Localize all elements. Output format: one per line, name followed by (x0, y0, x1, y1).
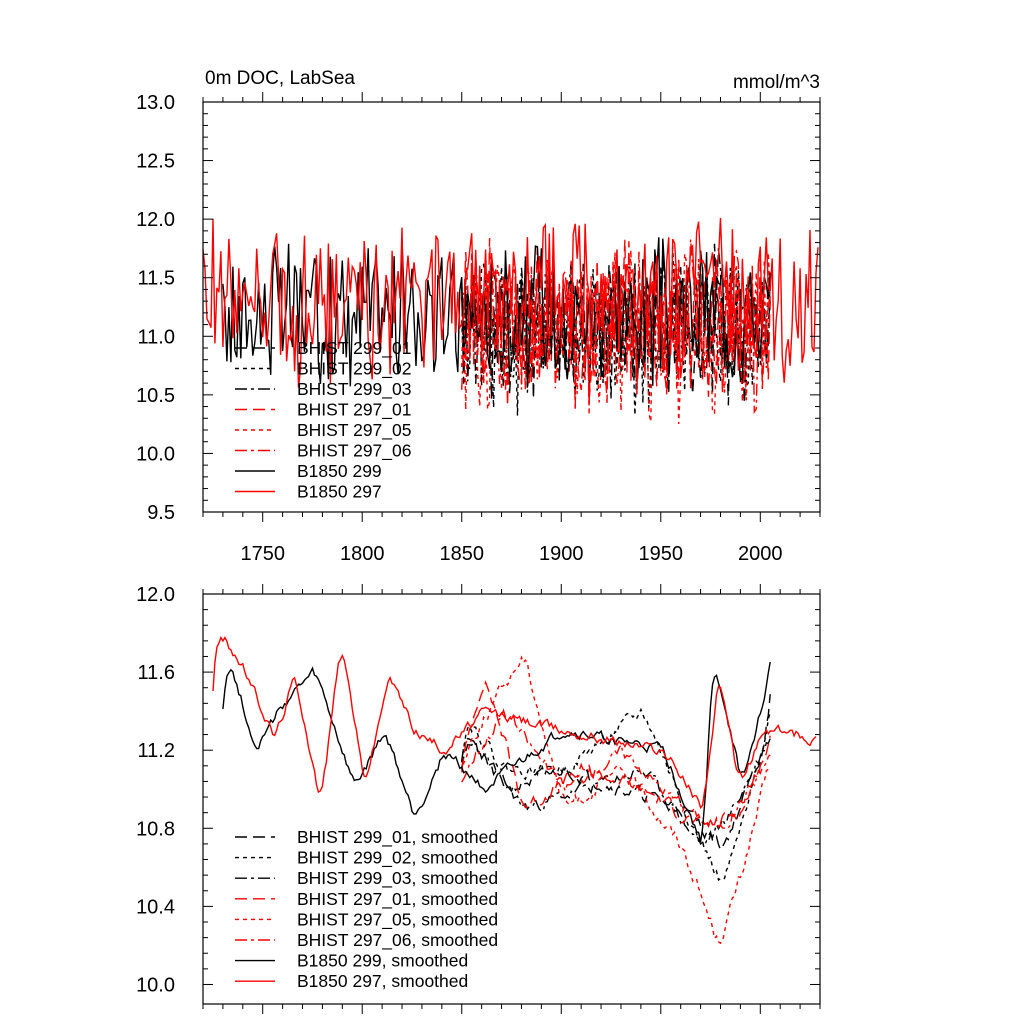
y-tick-label: 10.4 (136, 896, 175, 918)
y-tick-label: 12.0 (136, 584, 175, 606)
top-panel: 0m DOC, LabSea mmol/m^3 9.5 10.0 10.5 11.0 1… (136, 68, 821, 565)
x-tick-label: 1900 (539, 543, 584, 565)
series-line-b1850-299-smoothed (222, 661, 771, 843)
y-tick-label: 11.6 (138, 662, 175, 684)
legend-label: BHIST 297_01, smoothed (297, 889, 498, 910)
legend-label: BHIST 299_01 (297, 338, 411, 359)
top-axes-frame (202, 101, 821, 513)
legend-label: BHIST 297_06 (297, 441, 411, 462)
series-line-bhist-299-02-smoothed (461, 707, 771, 882)
y-tick-label: 12.0 (136, 209, 175, 231)
legend-label: BHIST 297_05, smoothed (297, 909, 498, 930)
y-tick-label: 10.0 (136, 974, 175, 996)
y-tick-label: 10.0 (136, 443, 175, 465)
x-tick-label: 1750 (240, 543, 285, 565)
x-tick-label: 2000 (738, 543, 783, 565)
y-tick-label: 10.8 (136, 818, 175, 840)
legend-label: BHIST 299_02, smoothed (297, 848, 498, 869)
series-line-bhist-299-01-smoothed (461, 694, 771, 852)
series-line-bhist-297-06 (461, 239, 771, 415)
x-tick-label: 1800 (340, 543, 385, 565)
legend-label: B1850 297, smoothed (297, 971, 468, 991)
series-line-b1850-297 (203, 217, 819, 388)
x-tick-label: 1950 (639, 543, 684, 565)
series-line-bhist-297-05-smoothed (461, 655, 771, 945)
series-line-bhist-299-02 (461, 243, 771, 416)
legend-label: BHIST 297_05 (297, 420, 411, 441)
series-line-b1850-297-smoothed (212, 635, 817, 810)
legend-label: BHIST 297_01 (297, 400, 411, 421)
legend-label: BHIST 299_03 (297, 379, 411, 400)
bottom-ticks-group: 10.0 10.4 10.8 11.2 11.6 12.0 (136, 584, 821, 1014)
legend-label: BHIST 297_06, smoothed (297, 930, 498, 951)
y-tick-label: 11.0 (138, 326, 175, 348)
bottom-panel: 10.0 10.4 10.8 11.2 11.6 12.0 BHIST 299_01, s… (136, 584, 821, 1014)
y-tick-label: 11.2 (138, 740, 175, 762)
legend-label: BHIST 299_02 (297, 359, 411, 380)
legend-label: B1850 297 (297, 482, 382, 502)
top-series-group (203, 217, 819, 425)
legend-label: B1850 299 (297, 461, 382, 481)
series-line-bhist-297-06-smoothed (461, 708, 771, 830)
top-units: mmol/m^3 (733, 72, 820, 93)
y-tick-label: 11.5 (138, 268, 175, 290)
series-line-bhist-299-03-smoothed (461, 737, 771, 847)
bottom-series-group (212, 635, 817, 945)
x-tick-label: 1850 (439, 543, 484, 565)
bottom-axes-frame (202, 593, 821, 1005)
top-title: 0m DOC, LabSea (205, 68, 355, 89)
y-tick-label: 13.0 (136, 92, 175, 114)
legend-label: BHIST 299_03, smoothed (297, 868, 498, 889)
y-tick-label: 12.5 (136, 151, 175, 173)
y-tick-label: 10.5 (136, 385, 175, 407)
top-ticks-group: 9.5 10.0 10.5 11.0 11.5 12.0 12.5 13.0 1750 1800 1… (136, 92, 821, 565)
series-line-bhist-297-01-smoothed (461, 680, 771, 828)
legend-label: BHIST 299_01, smoothed (297, 827, 498, 848)
legend-label: B1850 299, smoothed (297, 951, 468, 971)
y-tick-label: 9.5 (147, 502, 175, 524)
